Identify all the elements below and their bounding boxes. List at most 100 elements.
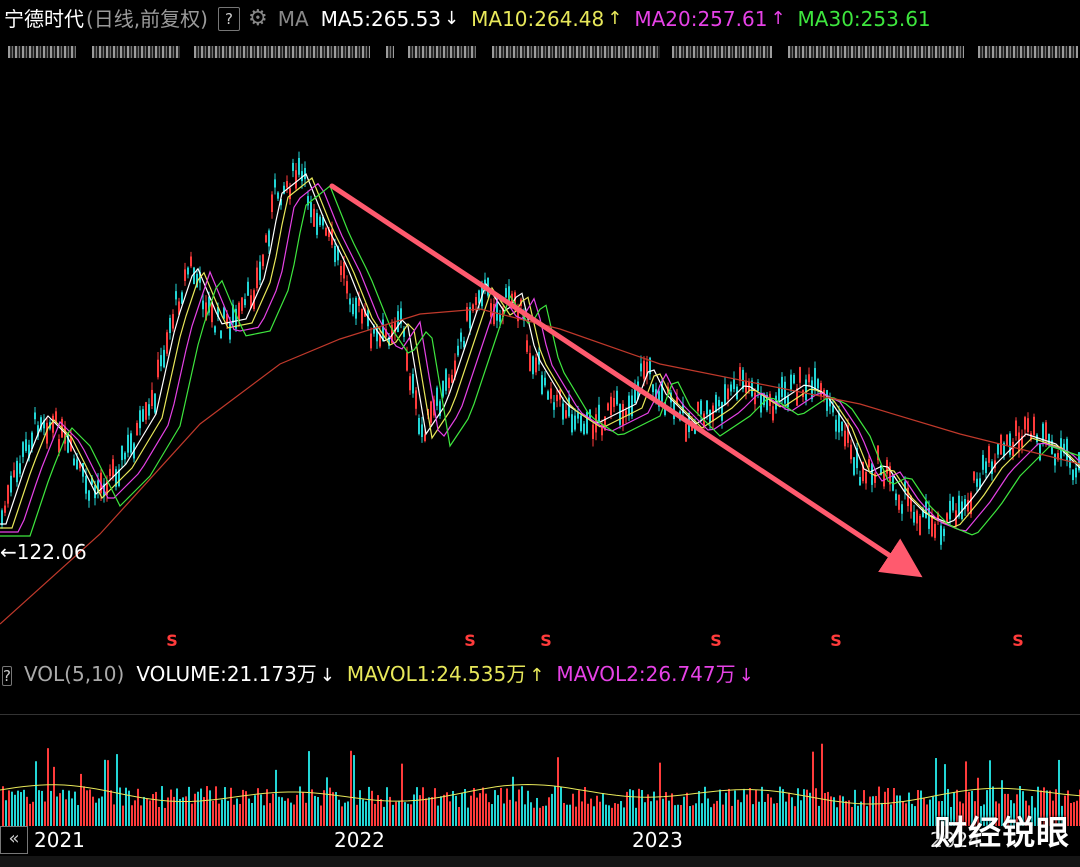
candle-body [22,442,24,457]
volume-bar [914,806,916,826]
volume-bar [497,795,499,826]
scroll-left-button[interactable]: « [0,826,28,854]
candle-body [700,400,702,415]
event-s-marker[interactable]: S [710,631,722,650]
candle-body [316,213,318,235]
volume-bar [293,804,295,826]
volume-bar [401,763,403,826]
candle-body [382,319,384,342]
candle-body [58,439,60,453]
volume-chart[interactable] [0,716,1080,826]
event-s-marker[interactable]: S [166,631,178,650]
gear-icon[interactable]: ⚙ [247,5,268,31]
volume-bar [431,797,433,826]
volume-bar [926,804,928,826]
volume-bar [911,803,913,826]
ma5-line [0,173,1080,525]
volume-bar [371,790,373,826]
volume-bar [797,788,799,826]
candle-body [28,444,30,459]
volume-bar [398,800,400,826]
volume-bar [599,801,601,826]
candle-body [493,303,495,325]
candle-body [64,426,66,444]
volume-bar [53,766,55,826]
candle-body [1018,432,1020,452]
candle-body [196,273,198,288]
candle-body [412,374,414,394]
volume-bar [761,786,763,826]
volume-bar [524,804,526,826]
candle-body [340,265,342,276]
volume-bar [893,788,895,826]
candle-body [670,392,672,403]
volume-bar [692,805,694,826]
candle-body [865,471,867,484]
volume-bar [788,792,790,826]
candle-body [184,269,186,281]
volume-bar [317,797,319,826]
volume-bar [314,795,316,826]
candle-body [328,229,330,237]
volume-bar [755,789,757,826]
candle-body [1057,453,1059,460]
volume-bar [278,796,280,826]
help-button[interactable]: ? [217,6,240,31]
volume-bar [671,793,673,826]
volume-bar [968,792,970,826]
candle-body [4,505,6,513]
volume-bar [971,790,973,826]
volume-bar [62,789,64,826]
candle-body [1075,467,1077,478]
candle-body [346,281,348,294]
candle-body [856,448,858,469]
volume-bar [881,802,883,826]
candle-body [958,495,960,517]
volume-header: ? VOL(5,10) VOLUME:21.173万 ↓ MAVOL1:24.535万 ↑… [0,656,754,692]
candle-body [946,513,948,524]
volume-bar [965,761,967,826]
event-s-marker[interactable]: S [830,631,842,650]
candle-body [472,304,474,311]
volume-bar [575,806,577,826]
volume-bar [410,804,412,826]
candle-body [79,462,81,469]
volume-bar [608,805,610,826]
volume-bar [905,803,907,826]
bottom-toolbar [0,856,1080,867]
volume-bar [929,799,931,826]
volume-bar [281,797,283,826]
candle-body [31,432,33,449]
volume-bar [560,786,562,826]
event-s-marker[interactable]: S [540,631,552,650]
volume-bar [854,789,856,826]
volume-bar [533,807,535,826]
volume-bar [1049,790,1051,826]
candle-body [730,384,732,392]
event-s-marker[interactable]: S [464,631,476,650]
volume-bar [113,804,115,826]
ma10-readout: MA10:264.48 [471,6,605,31]
ma5-down-arrow-icon: ↓ [444,7,460,29]
volume-indicator-name[interactable]: VOL(5,10) [23,662,125,686]
ma-indicator-label[interactable]: MA [277,6,309,31]
volume-bar [182,797,184,826]
volume-help-button[interactable]: ? [2,666,12,686]
volume-bar [302,792,304,826]
candle-body [760,393,762,413]
volume-bar [296,794,298,826]
volume-bar [518,789,520,826]
volume-bar [842,796,844,826]
volume-bar [779,786,781,826]
volume-bar [200,788,202,826]
event-s-marker[interactable]: S [1012,631,1024,650]
volume-bar [506,788,508,826]
candle-body [352,303,354,315]
trend-down-arrow [329,183,923,578]
volume-bar [962,803,964,826]
chart-header: 宁德时代 (日线,前复权)? ⚙ MA MA5:265.53 ↓ MA10:264.48 ↑ M… [0,0,931,34]
volume-bar [176,788,178,826]
candle-body [652,384,654,393]
candle-body [448,377,450,389]
